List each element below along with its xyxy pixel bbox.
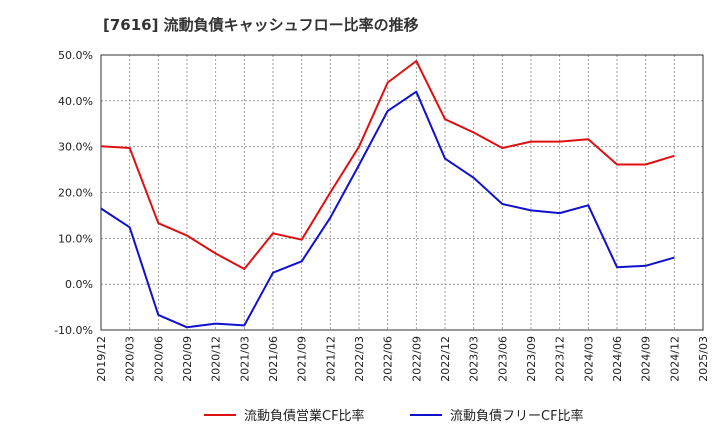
x-tick-label: 2021/03 — [238, 336, 251, 382]
x-tick-label: 2021/09 — [296, 336, 309, 382]
series-lines — [100, 60, 675, 329]
x-tick-label: 2024/12 — [668, 336, 681, 382]
x-tick-label: 2022/12 — [439, 336, 452, 382]
legend: 流動負債営業CF比率 流動負債フリーCF比率 — [204, 408, 584, 424]
x-tick-label: 2021/12 — [324, 336, 337, 382]
y-tick-label: 30.0% — [58, 141, 93, 154]
y-tick-label: 0.0% — [65, 278, 93, 291]
x-tick-label: 2024/09 — [640, 336, 653, 382]
x-tick-label: 2024/03 — [582, 336, 595, 382]
y-tick-label: 20.0% — [58, 187, 93, 200]
x-tick-label: 2020/09 — [181, 336, 194, 382]
grid-lines — [100, 54, 704, 331]
y-tick-label: 40.0% — [58, 95, 93, 108]
x-tick-label: 2020/12 — [210, 336, 223, 382]
series-line — [100, 60, 675, 270]
x-tick-label: 2023/06 — [496, 336, 509, 382]
legend-label: 流動負債フリーCF比率 — [450, 408, 584, 424]
y-axis-ticks: -10.0% 0.0% 10.0% 20.0% 30.0% 40.0% 50.0% — [54, 49, 93, 337]
y-tick-label: 50.0% — [58, 49, 93, 62]
x-tick-label: 2022/06 — [382, 336, 395, 382]
x-tick-label: 2023/03 — [468, 336, 481, 382]
chart-title: [7616] 流動負債キャッシュフロー比率の推移 — [103, 16, 419, 34]
x-tick-label: 2020/06 — [152, 336, 165, 382]
y-tick-label: 10.0% — [58, 232, 93, 245]
x-tick-label: 2019/12 — [95, 336, 108, 382]
plot-area — [100, 54, 704, 331]
x-tick-label: 2023/12 — [554, 336, 567, 382]
x-axis-ticks: 2019/12 2020/03 2020/06 2020/09 2020/12 2021/… — [95, 336, 710, 382]
x-tick-label: 2024/06 — [611, 336, 624, 382]
x-tick-label: 2022/09 — [410, 336, 423, 382]
x-tick-label: 2022/03 — [353, 336, 366, 382]
x-tick-label: 2023/09 — [525, 336, 538, 382]
x-tick-label: 2021/06 — [267, 336, 280, 382]
y-tick-label: -10.0% — [54, 324, 93, 337]
x-tick-label: 2025/03 — [697, 336, 710, 382]
legend-label: 流動負債営業CF比率 — [244, 408, 365, 424]
series-line — [100, 90, 675, 329]
x-tick-label: 2020/03 — [124, 336, 137, 382]
